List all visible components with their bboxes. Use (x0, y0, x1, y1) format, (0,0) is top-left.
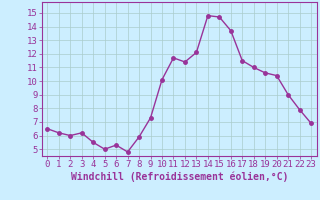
X-axis label: Windchill (Refroidissement éolien,°C): Windchill (Refroidissement éolien,°C) (70, 172, 288, 182)
